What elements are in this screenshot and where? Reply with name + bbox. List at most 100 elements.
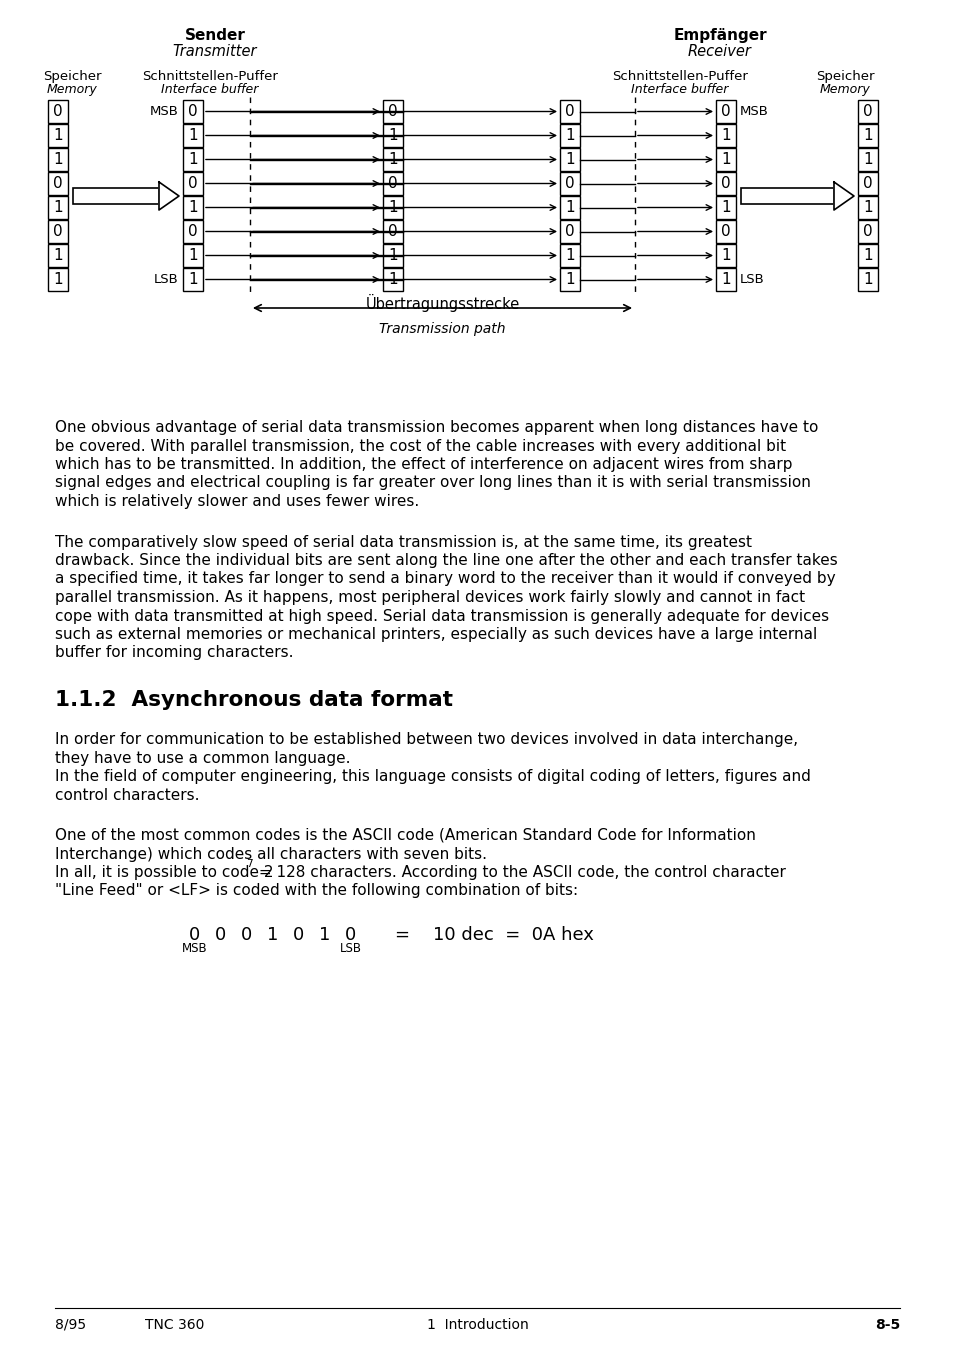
Bar (559, 124, 579, 147)
Bar (73, 188, 159, 205)
Text: 8/95: 8/95 (55, 1318, 86, 1333)
Text: One obvious advantage of serial data transmission becomes apparent when long dis: One obvious advantage of serial data tra… (55, 420, 818, 435)
Text: Interchange) which codes all characters with seven bits.: Interchange) which codes all characters … (55, 847, 486, 861)
Text: 1: 1 (388, 201, 397, 215)
Bar (716, 172, 735, 195)
Text: =    10 dec  =  0A hex: = 10 dec = 0A hex (395, 926, 594, 944)
Text: drawback. Since the individual bits are sent along the line one after the other : drawback. Since the individual bits are … (55, 553, 837, 568)
Bar (48, 148, 68, 171)
Text: 0: 0 (188, 104, 197, 118)
Text: TNC 360: TNC 360 (145, 1318, 204, 1333)
Bar (183, 244, 203, 267)
Text: 0: 0 (215, 926, 227, 944)
Bar (559, 268, 579, 291)
Text: 1: 1 (319, 926, 331, 944)
Bar (48, 197, 68, 219)
Text: Transmitter: Transmitter (172, 44, 257, 59)
Text: 1: 1 (188, 201, 197, 215)
Bar (48, 268, 68, 291)
Bar (857, 148, 877, 171)
Text: 1: 1 (188, 272, 197, 287)
Text: Transmission path: Transmission path (379, 322, 505, 336)
Bar (183, 124, 203, 147)
Bar (857, 100, 877, 122)
Bar (48, 244, 68, 267)
Text: 1: 1 (267, 926, 278, 944)
Text: they have to use a common language.: they have to use a common language. (55, 751, 350, 766)
Text: 0: 0 (564, 176, 575, 191)
Bar (183, 172, 203, 195)
Text: Memory: Memory (819, 83, 869, 96)
Text: 1: 1 (388, 248, 397, 262)
Text: signal edges and electrical coupling is far greater over long lines than it is w: signal edges and electrical coupling is … (55, 475, 810, 490)
Text: 1: 1 (388, 128, 397, 143)
Text: 7: 7 (246, 859, 253, 870)
Text: which has to be transmitted. In addition, the effect of interference on adjacent: which has to be transmitted. In addition… (55, 458, 792, 472)
Text: 1: 1 (862, 201, 872, 215)
Text: LSB: LSB (154, 273, 179, 285)
Text: 0: 0 (241, 926, 253, 944)
Text: 1: 1 (564, 152, 575, 167)
Bar (382, 148, 402, 171)
Bar (382, 219, 402, 244)
Text: Interface buffer: Interface buffer (631, 83, 728, 96)
Bar (559, 244, 579, 267)
Bar (382, 124, 402, 147)
Bar (48, 172, 68, 195)
Text: 0: 0 (862, 176, 872, 191)
Text: 0: 0 (862, 104, 872, 118)
Text: 1: 1 (862, 272, 872, 287)
Text: Interface buffer: Interface buffer (161, 83, 258, 96)
Text: buffer for incoming characters.: buffer for incoming characters. (55, 646, 294, 661)
Text: which is relatively slower and uses fewer wires.: which is relatively slower and uses fewe… (55, 494, 418, 509)
Bar (857, 268, 877, 291)
Bar (740, 188, 833, 205)
Bar (48, 100, 68, 122)
Text: 1: 1 (388, 272, 397, 287)
Text: 0: 0 (53, 223, 63, 240)
Bar (716, 124, 735, 147)
Bar (559, 197, 579, 219)
Text: 0: 0 (294, 926, 304, 944)
Bar (716, 268, 735, 291)
Bar (382, 100, 402, 122)
Text: 1: 1 (53, 152, 63, 167)
Bar (382, 172, 402, 195)
Text: 1: 1 (388, 152, 397, 167)
Text: Speicher: Speicher (43, 70, 101, 83)
Bar (183, 100, 203, 122)
Bar (716, 244, 735, 267)
Text: 0: 0 (720, 104, 730, 118)
Bar (559, 100, 579, 122)
Text: 1: 1 (564, 201, 575, 215)
Text: 1: 1 (53, 128, 63, 143)
Text: 1: 1 (188, 248, 197, 262)
Text: = 128 characters. According to the ASCII code, the control character: = 128 characters. According to the ASCII… (253, 865, 784, 880)
Text: 0: 0 (720, 223, 730, 240)
Bar (716, 148, 735, 171)
Text: 1: 1 (720, 272, 730, 287)
Text: Receiver: Receiver (687, 44, 751, 59)
Bar (183, 197, 203, 219)
Text: 0: 0 (388, 176, 397, 191)
Text: The comparatively slow speed of serial data transmission is, at the same time, i: The comparatively slow speed of serial d… (55, 534, 751, 549)
Bar (183, 268, 203, 291)
Text: such as external memories or mechanical printers, especially as such devices hav: such as external memories or mechanical … (55, 627, 817, 642)
Text: 1: 1 (862, 128, 872, 143)
Bar (382, 197, 402, 219)
Text: MSB: MSB (182, 942, 208, 956)
Text: Memory: Memory (47, 83, 97, 96)
Polygon shape (833, 182, 853, 210)
Text: In order for communication to be established between two devices involved in dat: In order for communication to be establi… (55, 732, 798, 747)
Bar (857, 172, 877, 195)
Text: 1: 1 (53, 201, 63, 215)
Bar (716, 219, 735, 244)
Text: MSB: MSB (740, 105, 768, 118)
Text: MSB: MSB (150, 105, 179, 118)
Bar (716, 100, 735, 122)
Polygon shape (159, 182, 179, 210)
Text: a specified time, it takes far longer to send a binary word to the receiver than: a specified time, it takes far longer to… (55, 572, 835, 587)
Text: 0: 0 (188, 176, 197, 191)
Text: control characters.: control characters. (55, 787, 199, 802)
Text: 0: 0 (190, 926, 200, 944)
